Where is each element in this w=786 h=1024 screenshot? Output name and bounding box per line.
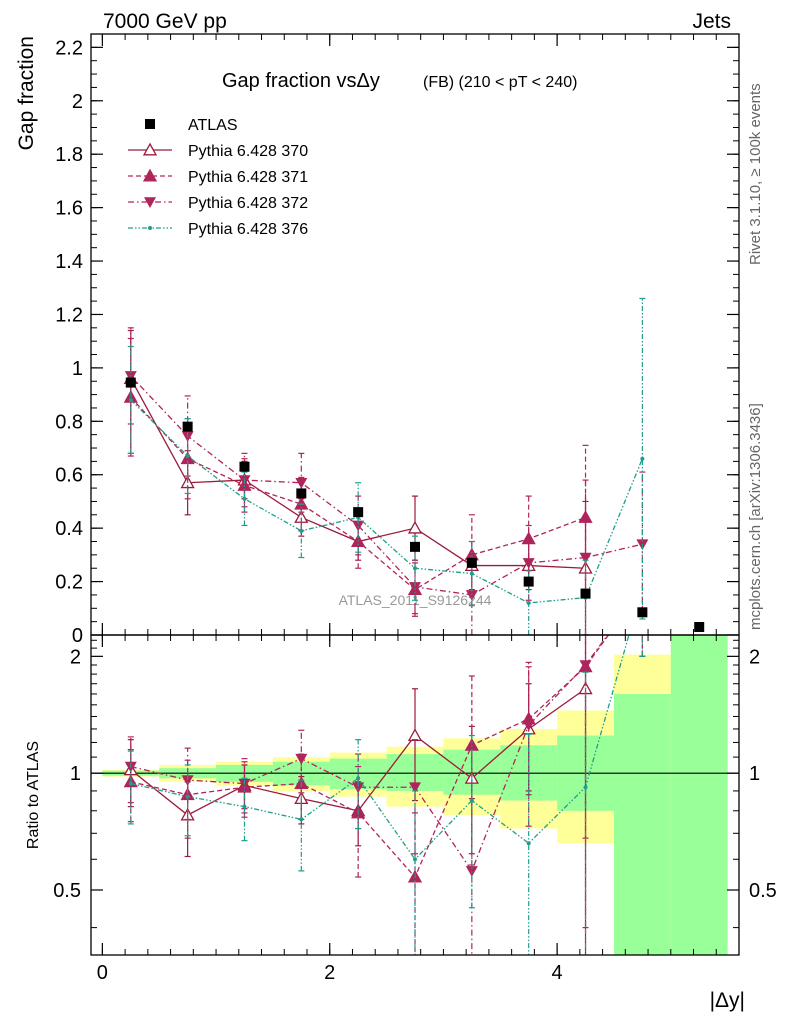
data-point — [407, 520, 423, 534]
data-point — [407, 728, 423, 742]
ratio-tick-label: 0.5 — [53, 880, 81, 902]
ratio-tick-label: 2 — [70, 646, 81, 668]
legend-entry: ATLAS — [145, 117, 238, 134]
series-line — [130, 635, 609, 873]
data-point — [637, 607, 648, 618]
legend-marker — [144, 197, 156, 208]
data-point — [295, 477, 308, 489]
legend-entry: Pythia 6.428 372 — [128, 195, 308, 212]
ratio-tick-label-right: 1 — [749, 763, 760, 785]
data-point — [125, 377, 136, 388]
data-point — [579, 660, 592, 671]
data-point — [413, 566, 417, 571]
data-point — [469, 571, 474, 576]
data-point — [526, 600, 531, 605]
data-point — [640, 456, 645, 461]
legend-label: Pythia 6.428 372 — [188, 195, 308, 212]
y-tick-label: 2.2 — [55, 37, 83, 59]
data-point — [181, 775, 194, 787]
data-point — [522, 558, 535, 569]
ratio-tick-label: 1 — [70, 763, 81, 785]
data-point — [526, 841, 531, 846]
data-point — [185, 454, 190, 459]
data-point — [299, 817, 304, 822]
data-point — [356, 776, 361, 781]
y-tick-label: 0.6 — [55, 465, 83, 487]
data-point — [469, 798, 474, 803]
energy-label: 7000 GeV pp — [103, 10, 227, 33]
data-point — [352, 520, 365, 532]
data-point — [353, 507, 364, 518]
plot-title: Gap fraction vsΔy — [222, 70, 380, 92]
ratio-y-axis-label: Ratio to ATLAS — [25, 741, 42, 849]
legend-label: Pythia 6.428 370 — [188, 143, 308, 160]
legend-marker — [142, 142, 158, 156]
plot-subtitle: (FB) (210 < pT < 240) — [423, 74, 577, 91]
data-point — [465, 590, 478, 601]
ratio-tick-label-right: 0.5 — [749, 880, 777, 902]
data-point — [580, 588, 591, 599]
y-tick-label: 0 — [72, 625, 83, 647]
data-point — [299, 528, 304, 533]
rivet-version-label: Rivet 3.1.10, ≥ 100k events — [747, 83, 764, 265]
y-tick-label: 1 — [72, 358, 83, 380]
legend-label: Pythia 6.428 376 — [188, 221, 308, 238]
data-point — [409, 782, 421, 794]
mcplots-label: mcplots.cern.ch [arXiv:1306.3436] — [747, 403, 764, 630]
ratio-frame — [90, 634, 740, 956]
y-tick-label: 1.8 — [55, 144, 83, 166]
x-axis-label: |Δy| — [710, 989, 745, 1012]
ratio-tick-label-right: 2 — [749, 646, 760, 668]
series-line — [130, 635, 630, 861]
data-point — [242, 804, 247, 809]
data-point — [296, 488, 307, 499]
data-point — [522, 720, 535, 732]
data-point — [182, 421, 193, 432]
legend-entry: Pythia 6.428 376 — [128, 221, 308, 238]
main-plot-area — [123, 297, 705, 635]
data-point — [239, 461, 250, 472]
data-point — [694, 621, 705, 632]
data-point — [128, 397, 133, 402]
legend-marker — [142, 168, 158, 182]
y-tick-label: 1.6 — [55, 198, 83, 220]
series-line — [130, 399, 643, 604]
data-point — [124, 371, 137, 382]
y-tick-label: 0.8 — [55, 411, 83, 433]
data-point — [466, 557, 477, 568]
main-y-axis-label: Gap fraction — [15, 36, 38, 150]
legend-marker — [145, 119, 155, 129]
y-tick-label: 1.4 — [55, 251, 83, 273]
data-point — [295, 753, 308, 765]
x-tick-label: 0 — [97, 962, 108, 984]
y-tick-label: 0.4 — [55, 518, 83, 540]
data-point — [579, 552, 592, 564]
data-point — [523, 576, 534, 587]
legend-entry: Pythia 6.428 371 — [128, 168, 308, 186]
ratio-plot-area — [91, 635, 739, 955]
data-point — [242, 496, 247, 501]
category-label: Jets — [692, 10, 731, 33]
data-point — [583, 785, 588, 790]
uncertainty-band-green — [670, 635, 728, 955]
x-tick-label: 2 — [324, 962, 335, 984]
legend-entry: Pythia 6.428 370 — [128, 142, 308, 160]
data-point — [410, 541, 420, 552]
y-tick-label: 2 — [72, 91, 83, 113]
x-tick-label: 4 — [552, 962, 563, 984]
legend-marker — [148, 226, 152, 230]
data-point — [352, 782, 365, 794]
data-point — [413, 857, 417, 862]
legend-label: Pythia 6.428 371 — [188, 169, 308, 186]
uncertainty-band-green — [613, 693, 671, 955]
y-tick-label: 1.2 — [55, 304, 83, 326]
series-line — [130, 375, 643, 596]
y-tick-label: 0.2 — [55, 572, 83, 594]
legend-label: ATLAS — [188, 117, 238, 134]
data-point — [185, 794, 190, 799]
data-point — [128, 781, 133, 786]
data-point — [409, 582, 421, 593]
